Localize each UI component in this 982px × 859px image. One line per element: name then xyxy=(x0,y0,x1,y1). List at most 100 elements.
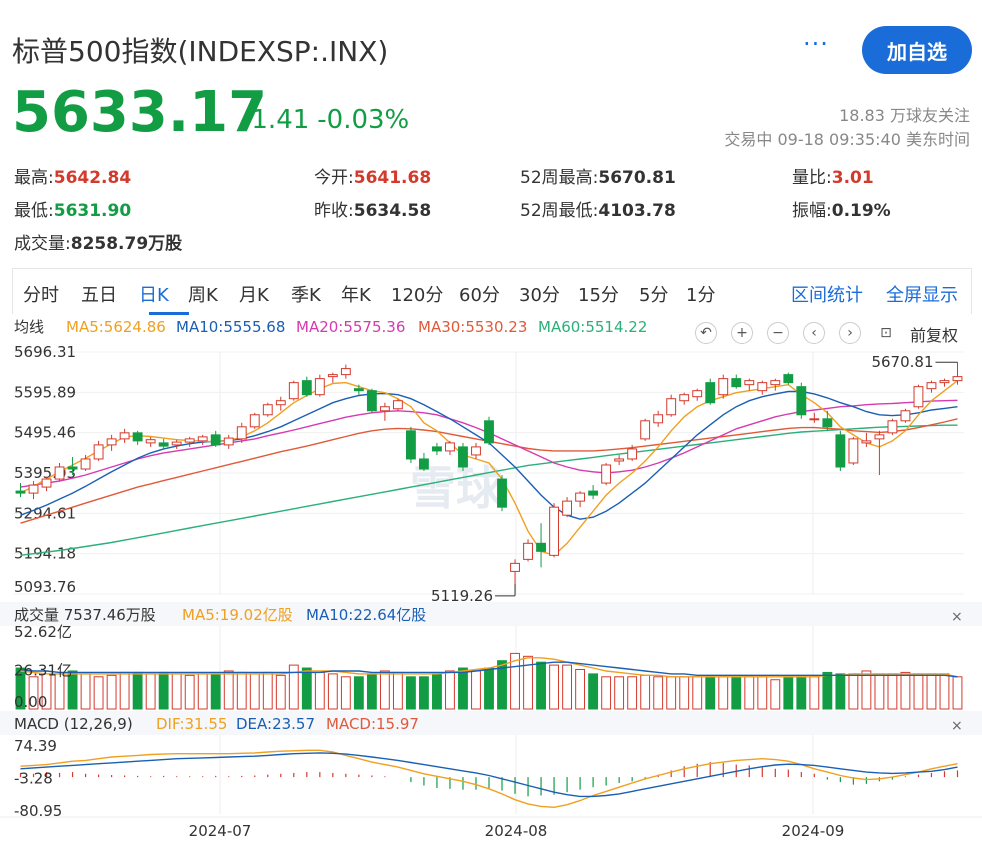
candle xyxy=(640,420,651,440)
zoom-in-icon[interactable]: + xyxy=(731,322,753,344)
low-annotation: 5119.26 xyxy=(431,587,493,605)
tab-5min[interactable]: 5分 xyxy=(639,285,669,306)
y-tick-label: 5194.18 xyxy=(14,545,76,563)
candle xyxy=(497,478,507,508)
stat-prev-close: 昨收:5634.58 xyxy=(314,196,431,221)
candle xyxy=(757,382,768,392)
candle xyxy=(588,490,599,496)
stat-52w-high: 52周最高:5670.81 xyxy=(520,163,676,188)
candle xyxy=(301,380,312,396)
x-tick-label: 2024-07 xyxy=(189,822,252,840)
volume-bar xyxy=(288,664,299,710)
volume-bar xyxy=(627,676,638,710)
volume-bar xyxy=(432,673,442,710)
stat-label: 52周最高: xyxy=(520,168,599,188)
volume-bar xyxy=(80,673,91,710)
volume-bar xyxy=(340,676,351,710)
tab-120min[interactable]: 120分 xyxy=(391,285,444,306)
candle xyxy=(41,478,52,488)
tab-quarterly-k[interactable]: 季K xyxy=(291,285,321,306)
volume-bar xyxy=(562,664,573,710)
candle xyxy=(848,438,859,464)
candle xyxy=(197,436,208,442)
volume-bar xyxy=(379,670,390,710)
volume-bar xyxy=(653,676,664,710)
y-tick-label: 5093.76 xyxy=(14,578,76,596)
pan-right-icon[interactable]: › xyxy=(839,322,861,344)
kline-chart[interactable]: 均线 MA5:5624.86 MA10:5555.68 MA20:5575.36 MA3… xyxy=(0,314,982,859)
change-percent: -0.03% xyxy=(317,105,410,135)
tab-15min[interactable]: 15分 xyxy=(578,285,619,306)
candle xyxy=(913,386,924,408)
pan-left-icon[interactable]: ‹ xyxy=(803,322,825,344)
tab-weekly-k[interactable]: 周K xyxy=(188,285,218,306)
stat-label: 成交量: xyxy=(14,234,71,254)
volume-bar xyxy=(210,673,221,710)
volume-bar xyxy=(392,671,403,710)
candle xyxy=(484,420,494,444)
volume-bar xyxy=(262,671,273,710)
candle xyxy=(731,378,742,388)
macd-y-tick: -3.28 xyxy=(14,770,53,788)
volume-bar xyxy=(744,676,755,710)
candle xyxy=(106,438,117,446)
candle xyxy=(405,430,416,460)
candle xyxy=(210,434,221,446)
range-stats-link[interactable]: 区间统计 xyxy=(791,285,863,306)
adjust-dropdown[interactable]: 前复权 xyxy=(910,326,959,345)
more-icon[interactable]: ··· xyxy=(803,30,829,58)
volume-bar xyxy=(301,667,312,710)
ma-legend-item: MA20:5575.36 xyxy=(296,318,405,336)
candle xyxy=(718,378,729,396)
candle xyxy=(80,458,91,470)
volume-bar xyxy=(861,670,872,710)
candle xyxy=(262,404,273,416)
volume-bar xyxy=(67,670,78,710)
candle xyxy=(471,446,481,456)
candle xyxy=(822,418,833,428)
macd-legend-label: MACD (12,26,9) xyxy=(14,715,133,733)
ma-legend-item: MA10:5555.68 xyxy=(176,318,285,336)
stat-label: 今开: xyxy=(314,168,354,188)
change-value: -1.41 xyxy=(242,105,310,135)
tab-5day[interactable]: 五日 xyxy=(81,285,117,306)
stat-value: 5670.81 xyxy=(598,168,676,188)
tab-1min[interactable]: 1分 xyxy=(686,285,716,306)
reset-icon[interactable]: ↶ xyxy=(695,322,717,344)
ma-legend-item: MA60:5514.22 xyxy=(538,318,647,336)
ma-legend-label: 均线 xyxy=(14,318,44,336)
candle xyxy=(770,380,781,386)
volume-bar xyxy=(223,670,234,710)
tab-30min[interactable]: 30分 xyxy=(519,285,560,306)
volume-bar xyxy=(106,674,117,710)
tab-monthly-k[interactable]: 月K xyxy=(239,285,269,306)
volume-bar xyxy=(796,676,807,710)
volume-y-tick: 0.00 xyxy=(14,693,47,711)
price-change: -1.41 -0.03% xyxy=(242,105,417,135)
volume-bar xyxy=(835,673,846,710)
stat-value: 4103.78 xyxy=(598,201,676,221)
tab-daily-k[interactable]: 日K xyxy=(139,285,169,306)
tab-intraday[interactable]: 分时 xyxy=(23,285,59,306)
candle xyxy=(132,432,143,442)
add-watchlist-button[interactable]: 加自选 xyxy=(862,26,972,74)
candle xyxy=(653,414,664,424)
candle xyxy=(432,446,442,452)
volume-bar xyxy=(510,652,520,710)
volume-bar xyxy=(874,673,885,710)
candle xyxy=(327,374,338,378)
candle xyxy=(236,426,247,440)
tab-60min[interactable]: 60分 xyxy=(459,285,500,306)
fullscreen-link[interactable]: 全屏显示 xyxy=(886,285,958,306)
candle xyxy=(926,382,937,390)
zoom-out-icon[interactable]: − xyxy=(767,322,789,344)
volume-bar xyxy=(783,676,794,710)
candle xyxy=(796,386,807,416)
candle xyxy=(666,398,677,416)
candle xyxy=(575,492,586,502)
candle xyxy=(28,484,39,494)
volume-bar xyxy=(275,674,286,710)
macd-y-tick: 74.39 xyxy=(14,737,57,755)
tab-yearly-k[interactable]: 年K xyxy=(341,285,371,306)
candle-type-icon[interactable]: ⊡ xyxy=(880,325,892,341)
